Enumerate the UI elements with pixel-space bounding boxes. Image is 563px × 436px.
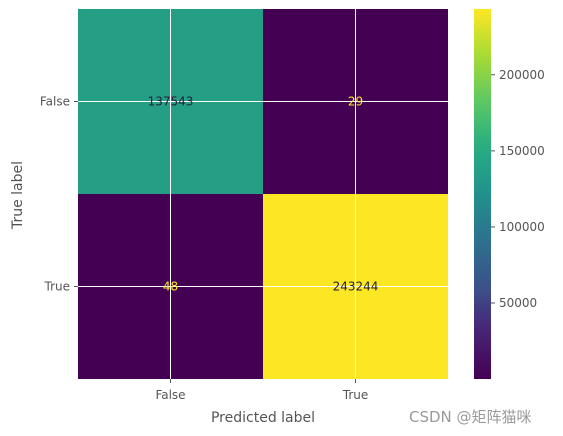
heatmap-cells [78,9,448,379]
watermark: CSDN @矩阵猫咪 [409,408,532,426]
grid-lines [78,9,448,379]
x-tick-label: True [342,388,369,402]
cell-value-label: 48 [163,280,178,294]
x-axis-label: Predicted label [211,410,315,426]
colorbar-tick-label: 150000 [499,144,545,158]
cell-value-label: 243244 [333,280,379,294]
colorbar: 50000 100000 150000 200000 [474,9,545,379]
cell-value-labels: 137543 29 48 243244 [148,95,379,294]
colorbar-tick-label: 50000 [499,296,537,310]
y-tick-label: False [40,95,70,109]
colorbar-tick-label: 200000 [499,68,545,82]
x-tick-label: False [155,388,185,402]
y-axis-label: True label [10,161,26,230]
cell-value-label: 137543 [148,95,194,109]
colorbar-tick-label: 100000 [499,220,545,234]
colorbar-gradient [474,9,491,379]
axes: False True False True [40,95,368,403]
cell-value-label: 29 [348,95,363,109]
y-tick-label: True [44,280,71,294]
